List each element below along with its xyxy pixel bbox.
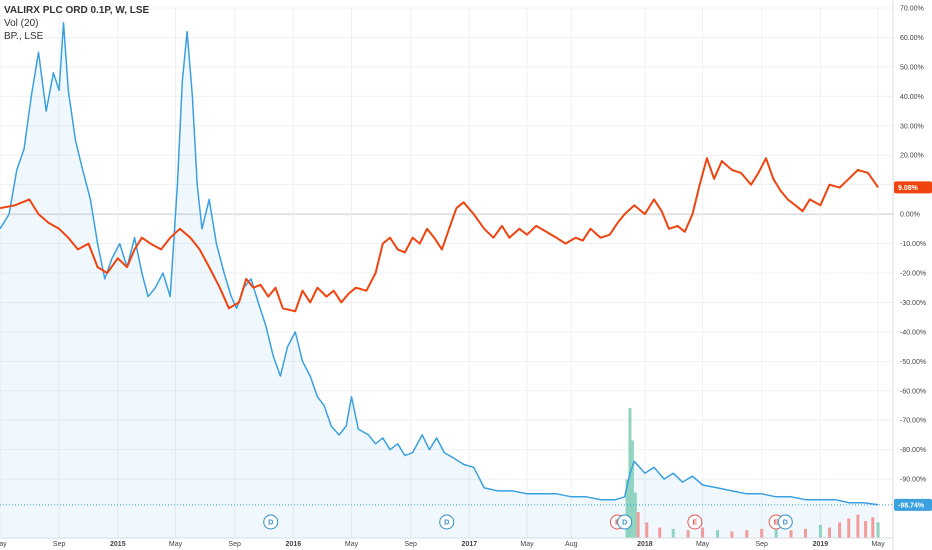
volume-bar <box>760 528 764 538</box>
y-tick-label: 50.00% <box>900 64 924 71</box>
y-tick-label: 20.00% <box>900 153 924 160</box>
bp-line <box>0 157 879 313</box>
event-badge-letter: D <box>268 520 273 527</box>
y-tick-label: 70.00% <box>900 6 924 13</box>
bp-last-value-text: 9.08% <box>898 185 919 192</box>
bp-last-value-badge <box>894 181 932 194</box>
event-badges: DDEDEED <box>263 514 793 530</box>
x-tick-label: 2017 <box>462 541 478 548</box>
volume-indicator-label[interactable]: Vol (20) <box>4 18 39 29</box>
volume-bar <box>630 440 634 538</box>
y-tick-label: 30.00% <box>900 123 924 130</box>
volume-bar <box>686 530 690 538</box>
dividend-badge <box>439 514 455 530</box>
x-tick-label: Sep <box>404 541 417 548</box>
y-tick-label: -60.00% <box>900 388 926 395</box>
volume-bar <box>636 512 640 538</box>
dividend-badge <box>263 514 279 530</box>
y-tick-label: -80.00% <box>900 447 926 454</box>
x-tick-label: Sep <box>228 541 241 548</box>
valirx-area <box>0 22 879 538</box>
x-tick-label: 2018 <box>637 541 653 548</box>
volume-bar <box>838 522 842 538</box>
volume-bar <box>774 527 778 538</box>
y-tick-label: 60.00% <box>900 35 924 42</box>
compare-symbol-label[interactable]: BP., LSE <box>4 31 44 42</box>
volume-bar <box>645 522 649 538</box>
event-badge-letter: D <box>783 520 788 527</box>
x-tick-label: May <box>169 541 183 548</box>
x-tick-label: May <box>345 541 359 548</box>
event-badge-letter: E <box>693 520 698 527</box>
valirx-area-fill <box>0 22 879 538</box>
y-tick-label: -90.00% <box>900 477 926 484</box>
x-tick-label: Sep <box>53 541 66 548</box>
y-tick-label: -20.00% <box>900 271 926 278</box>
volume-bar <box>715 530 719 538</box>
y-tick-label: -40.00% <box>900 329 926 336</box>
volume-bar <box>871 517 875 538</box>
dividend-badge <box>617 514 633 530</box>
series-lines <box>0 21 893 506</box>
volume-bar <box>847 518 851 538</box>
earnings-badge <box>687 514 703 530</box>
event-badge-letter: D <box>444 520 449 527</box>
event-badge-letter: D <box>622 520 627 527</box>
volume-bar <box>671 528 675 538</box>
y-tick-label: 0.00% <box>900 212 920 219</box>
x-tick-label: Aug <box>565 541 578 548</box>
x-tick-label: 2015 <box>110 541 126 548</box>
volume-bar <box>745 530 749 538</box>
last-value-labels: -98.74% 9.08% <box>894 181 932 511</box>
valirx-line <box>0 21 879 506</box>
y-tick-label: -10.00% <box>900 241 926 248</box>
x-tick-label: May <box>520 541 534 548</box>
x-tick-label: May <box>871 541 885 548</box>
x-tick-label: May <box>0 541 7 548</box>
valirx-last-value-badge <box>894 498 932 511</box>
volume-bar <box>633 492 637 538</box>
x-tick-label: May <box>696 541 710 548</box>
volume-bar <box>818 525 822 538</box>
grid-lines <box>0 7 893 538</box>
y-axis: 70.00%60.00%50.00%40.00%30.00%20.00%10.0… <box>892 0 926 550</box>
volume-bar <box>856 514 860 538</box>
y-tick-label: 40.00% <box>900 94 924 101</box>
volume-bar <box>701 527 705 538</box>
volume-bar <box>625 479 629 538</box>
volume-bar <box>730 531 734 538</box>
y-tick-label: -70.00% <box>900 418 926 425</box>
dividend-badge <box>777 514 793 530</box>
x-tick-label: 2019 <box>813 541 829 548</box>
valirx-last-value-text: -98.74% <box>898 502 925 509</box>
x-tick-label: Sep <box>755 541 768 548</box>
event-badge-letter: E <box>774 520 779 527</box>
volume-bar <box>658 527 662 538</box>
volume-bar <box>828 527 832 538</box>
x-tick-label: 2016 <box>286 541 302 548</box>
volume-bar <box>789 530 793 538</box>
y-tick-label: -30.00% <box>900 300 926 307</box>
x-axis: May Sep 2015 May Sep 2016 May Sep 2017 May Aug 2018… <box>0 537 893 548</box>
volume-bar <box>803 528 807 538</box>
volume-bar <box>876 522 880 538</box>
volume-bar <box>864 521 868 538</box>
y-tick-label: -50.00% <box>900 359 926 366</box>
legend: VALIRX PLC ORD 0.1P, W, LSE Vol (20) BP.… <box>4 4 149 43</box>
symbol-title[interactable]: VALIRX PLC ORD 0.1P, W, LSE <box>4 5 150 16</box>
